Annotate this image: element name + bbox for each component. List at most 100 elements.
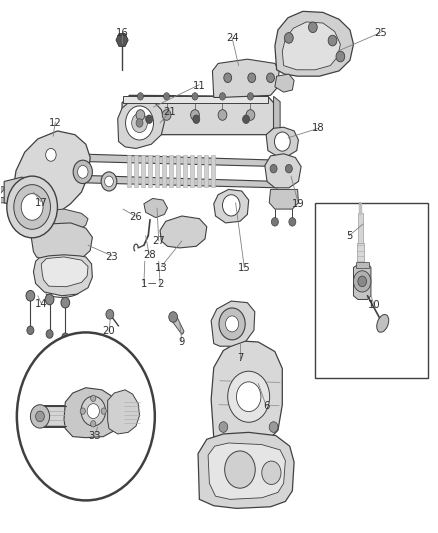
Circle shape — [358, 276, 367, 287]
Bar — [315, 203, 427, 378]
Circle shape — [308, 22, 317, 33]
Circle shape — [219, 422, 228, 432]
Circle shape — [163, 93, 170, 100]
Text: 17: 17 — [35, 198, 47, 208]
Circle shape — [272, 217, 279, 226]
Circle shape — [267, 73, 275, 83]
Circle shape — [80, 408, 85, 414]
Text: 2: 2 — [157, 279, 163, 288]
Polygon shape — [266, 127, 298, 156]
Polygon shape — [127, 155, 131, 187]
Polygon shape — [208, 443, 286, 499]
Polygon shape — [353, 264, 371, 300]
Circle shape — [219, 93, 226, 100]
Text: 6: 6 — [263, 401, 269, 411]
Polygon shape — [73, 175, 278, 188]
Polygon shape — [269, 189, 298, 209]
Circle shape — [91, 395, 96, 401]
Polygon shape — [211, 301, 255, 346]
Circle shape — [138, 93, 144, 100]
Circle shape — [30, 405, 49, 428]
Circle shape — [45, 294, 54, 305]
Text: 25: 25 — [374, 28, 387, 38]
Polygon shape — [162, 155, 166, 187]
Circle shape — [73, 160, 92, 183]
Circle shape — [162, 110, 171, 120]
Polygon shape — [118, 98, 164, 149]
Polygon shape — [176, 155, 180, 187]
Polygon shape — [4, 177, 38, 206]
Polygon shape — [108, 390, 140, 434]
Circle shape — [87, 403, 99, 418]
Text: 26: 26 — [129, 212, 141, 222]
Text: 10: 10 — [367, 300, 380, 310]
Circle shape — [7, 176, 57, 238]
Polygon shape — [123, 96, 268, 103]
Circle shape — [81, 396, 106, 426]
Polygon shape — [41, 257, 88, 287]
Circle shape — [21, 193, 43, 220]
Polygon shape — [204, 155, 208, 187]
Polygon shape — [148, 155, 152, 187]
Text: 19: 19 — [292, 199, 305, 209]
Circle shape — [136, 119, 143, 127]
Circle shape — [262, 461, 281, 484]
Circle shape — [169, 312, 177, 322]
Text: 12: 12 — [49, 118, 62, 128]
Text: 18: 18 — [312, 123, 325, 133]
Polygon shape — [190, 155, 194, 187]
Text: 14: 14 — [35, 298, 47, 309]
Polygon shape — [169, 155, 173, 187]
Circle shape — [26, 290, 35, 301]
Text: 21: 21 — [164, 107, 177, 117]
Polygon shape — [160, 216, 207, 248]
Text: 16: 16 — [116, 28, 128, 38]
Text: 15: 15 — [238, 263, 251, 272]
Text: 11: 11 — [193, 81, 206, 91]
Text: —: — — [148, 279, 156, 288]
Polygon shape — [144, 198, 167, 217]
Circle shape — [248, 73, 256, 83]
Circle shape — [225, 451, 255, 488]
Circle shape — [146, 115, 152, 124]
Circle shape — [226, 316, 239, 332]
Circle shape — [193, 115, 200, 124]
Text: 7: 7 — [237, 353, 243, 363]
Polygon shape — [13, 131, 90, 221]
Text: 5: 5 — [346, 231, 352, 241]
Circle shape — [101, 172, 117, 191]
Circle shape — [243, 115, 250, 124]
Circle shape — [136, 110, 145, 120]
Polygon shape — [134, 155, 138, 187]
Circle shape — [46, 330, 53, 338]
Polygon shape — [356, 262, 369, 268]
Circle shape — [246, 110, 255, 120]
Circle shape — [17, 333, 155, 500]
Polygon shape — [275, 74, 294, 92]
Text: 9: 9 — [179, 337, 185, 347]
Polygon shape — [183, 155, 187, 187]
Polygon shape — [20, 209, 88, 239]
Polygon shape — [357, 243, 364, 266]
Circle shape — [14, 184, 50, 229]
Circle shape — [192, 93, 198, 100]
Circle shape — [106, 310, 114, 319]
Polygon shape — [358, 213, 363, 245]
Circle shape — [224, 73, 232, 83]
Circle shape — [35, 411, 44, 422]
Circle shape — [62, 333, 69, 342]
Polygon shape — [122, 95, 274, 135]
Polygon shape — [1, 187, 4, 193]
Circle shape — [218, 110, 227, 120]
Circle shape — [101, 408, 106, 414]
Polygon shape — [73, 154, 278, 166]
Polygon shape — [171, 316, 184, 335]
Circle shape — [270, 165, 277, 173]
Text: 13: 13 — [155, 263, 168, 272]
Circle shape — [27, 326, 34, 335]
Polygon shape — [211, 341, 283, 443]
Polygon shape — [33, 255, 92, 296]
Text: 1: 1 — [141, 279, 147, 288]
Circle shape — [247, 93, 254, 100]
Circle shape — [328, 35, 337, 46]
